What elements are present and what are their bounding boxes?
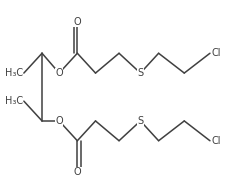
Text: O: O (74, 17, 81, 27)
Text: O: O (74, 167, 81, 177)
Text: O: O (55, 68, 63, 78)
Text: H₃C: H₃C (5, 68, 23, 78)
Text: Cl: Cl (211, 136, 220, 146)
Text: O: O (55, 116, 63, 126)
Text: S: S (137, 68, 143, 78)
Text: S: S (137, 116, 143, 126)
Text: Cl: Cl (211, 48, 220, 58)
Text: H₃C: H₃C (5, 96, 23, 106)
